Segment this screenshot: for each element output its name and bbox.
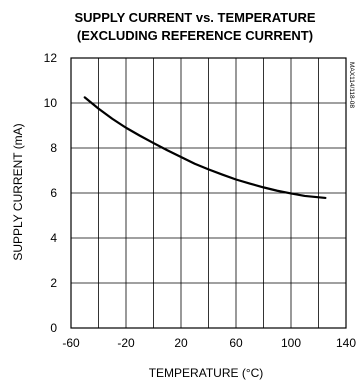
x-tick-label: -20	[117, 336, 135, 350]
x-tick-label: 20	[174, 336, 188, 350]
x-tick-label: 140	[336, 336, 356, 350]
x-tick-label: 60	[229, 336, 243, 350]
y-tick-label: 2	[50, 276, 57, 290]
figure-code: MAX114/118-08	[348, 62, 355, 108]
y-tick-labels: 0 2 4 6 8 10 12	[44, 51, 58, 335]
chart-subtitle: (EXCLUDING REFERENCE CURRENT)	[77, 28, 313, 43]
y-axis-label: SUPPLY CURRENT (mA)	[11, 123, 25, 260]
y-tick-label: 6	[50, 186, 57, 200]
y-tick-label: 8	[50, 141, 57, 155]
x-tick-labels: -60 -20 20 60 100 140	[62, 336, 356, 350]
y-tick-label: 10	[44, 96, 58, 110]
y-tick-label: 4	[50, 231, 57, 245]
x-tick-label: 100	[281, 336, 301, 350]
grid	[71, 58, 346, 328]
series-line	[83, 96, 327, 200]
y-tick-label: 0	[50, 321, 57, 335]
chart-title: SUPPLY CURRENT vs. TEMPERATURE	[74, 10, 315, 25]
plot-frame	[70, 57, 347, 329]
x-tick-label: -60	[62, 336, 80, 350]
y-tick-label: 12	[44, 51, 58, 65]
x-axis-label: TEMPERATURE (°C)	[149, 366, 264, 380]
